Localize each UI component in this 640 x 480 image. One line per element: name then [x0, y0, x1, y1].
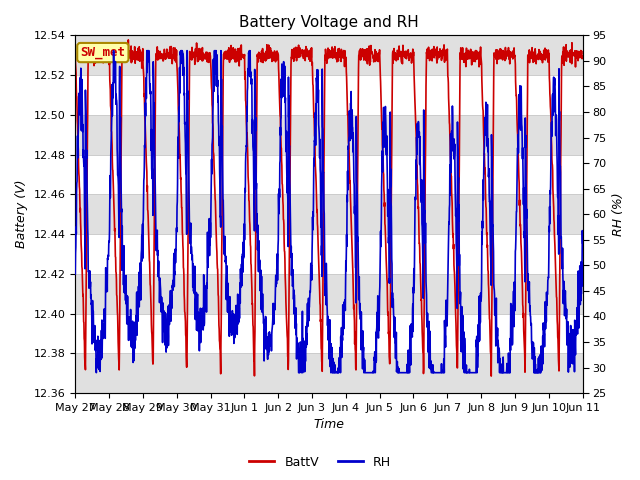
Y-axis label: RH (%): RH (%): [612, 192, 625, 236]
Text: SW_met: SW_met: [81, 46, 125, 59]
Bar: [76, 274, 582, 313]
X-axis label: Time: Time: [314, 419, 344, 432]
Bar: [76, 115, 582, 155]
Bar: [76, 194, 582, 234]
Bar: [76, 36, 582, 75]
Bar: [76, 353, 582, 393]
Y-axis label: Battery (V): Battery (V): [15, 180, 28, 249]
Legend: BattV, RH: BattV, RH: [244, 451, 396, 474]
Title: Battery Voltage and RH: Battery Voltage and RH: [239, 15, 419, 30]
